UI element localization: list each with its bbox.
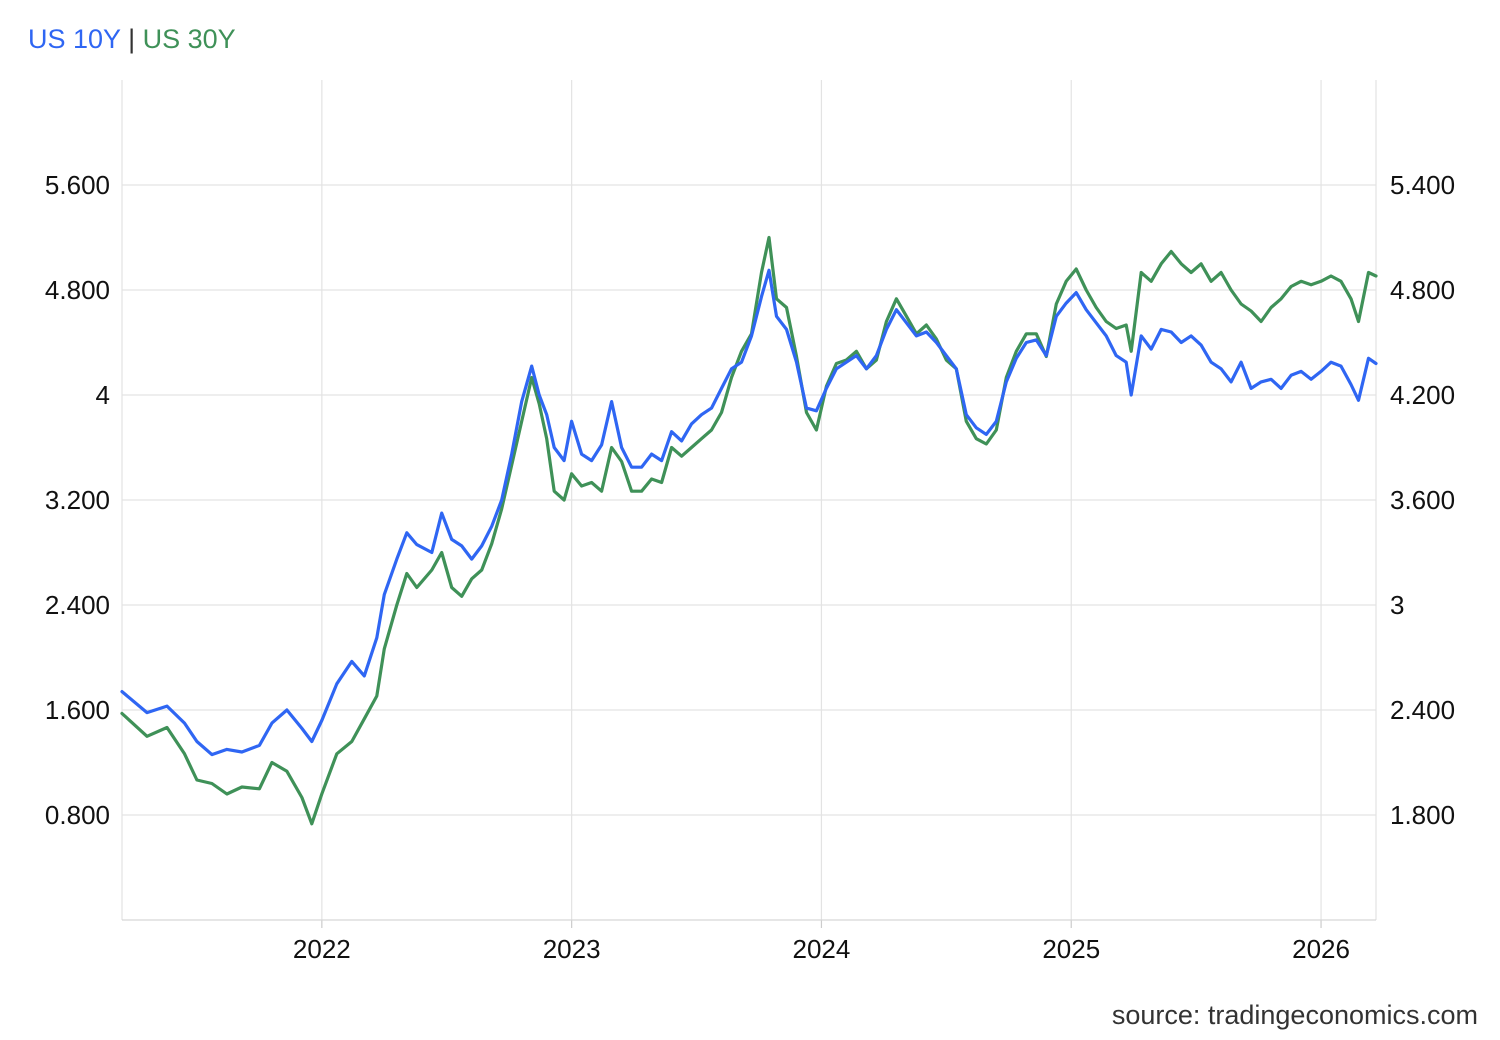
- right-y-tick-label: 4.800: [1390, 275, 1455, 305]
- left-y-tick-label: 0.800: [45, 800, 110, 830]
- right-y-tick-label: 1.800: [1390, 800, 1455, 830]
- right-y-tick-label: 4.200: [1390, 380, 1455, 410]
- left-y-tick-label: 3.200: [45, 485, 110, 515]
- legend-us30y[interactable]: US 30Y: [142, 24, 236, 54]
- x-tick-label: 2022: [293, 934, 351, 964]
- us-30y-series-line: [120, 235, 1378, 826]
- legend-us10y[interactable]: US 10Y: [28, 24, 121, 54]
- x-tick-label: 2023: [543, 934, 601, 964]
- x-tick-label: 2026: [1292, 934, 1350, 964]
- left-y-tick-label: 5.600: [45, 170, 110, 200]
- right-y-tick-label: 3.600: [1390, 485, 1455, 515]
- x-tick-label: 2024: [793, 934, 851, 964]
- left-y-tick-label: 4.800: [45, 275, 110, 305]
- left-y-tick-label: 4: [96, 380, 110, 410]
- x-tick-label: 2025: [1042, 934, 1100, 964]
- legend-separator: |: [128, 24, 136, 54]
- left-y-tick-label: 1.600: [45, 695, 110, 725]
- source-credit: source: tradingeconomics.com: [1111, 1000, 1478, 1030]
- right-y-tick-label: 3: [1390, 590, 1404, 620]
- us-10y-series-line: [120, 268, 1378, 757]
- chart-legend: US 10Y | US 30Y: [28, 24, 236, 55]
- right-y-tick-label: 5.400: [1390, 170, 1455, 200]
- left-y-tick-label: 2.400: [45, 590, 110, 620]
- right-y-tick-label: 2.400: [1390, 695, 1455, 725]
